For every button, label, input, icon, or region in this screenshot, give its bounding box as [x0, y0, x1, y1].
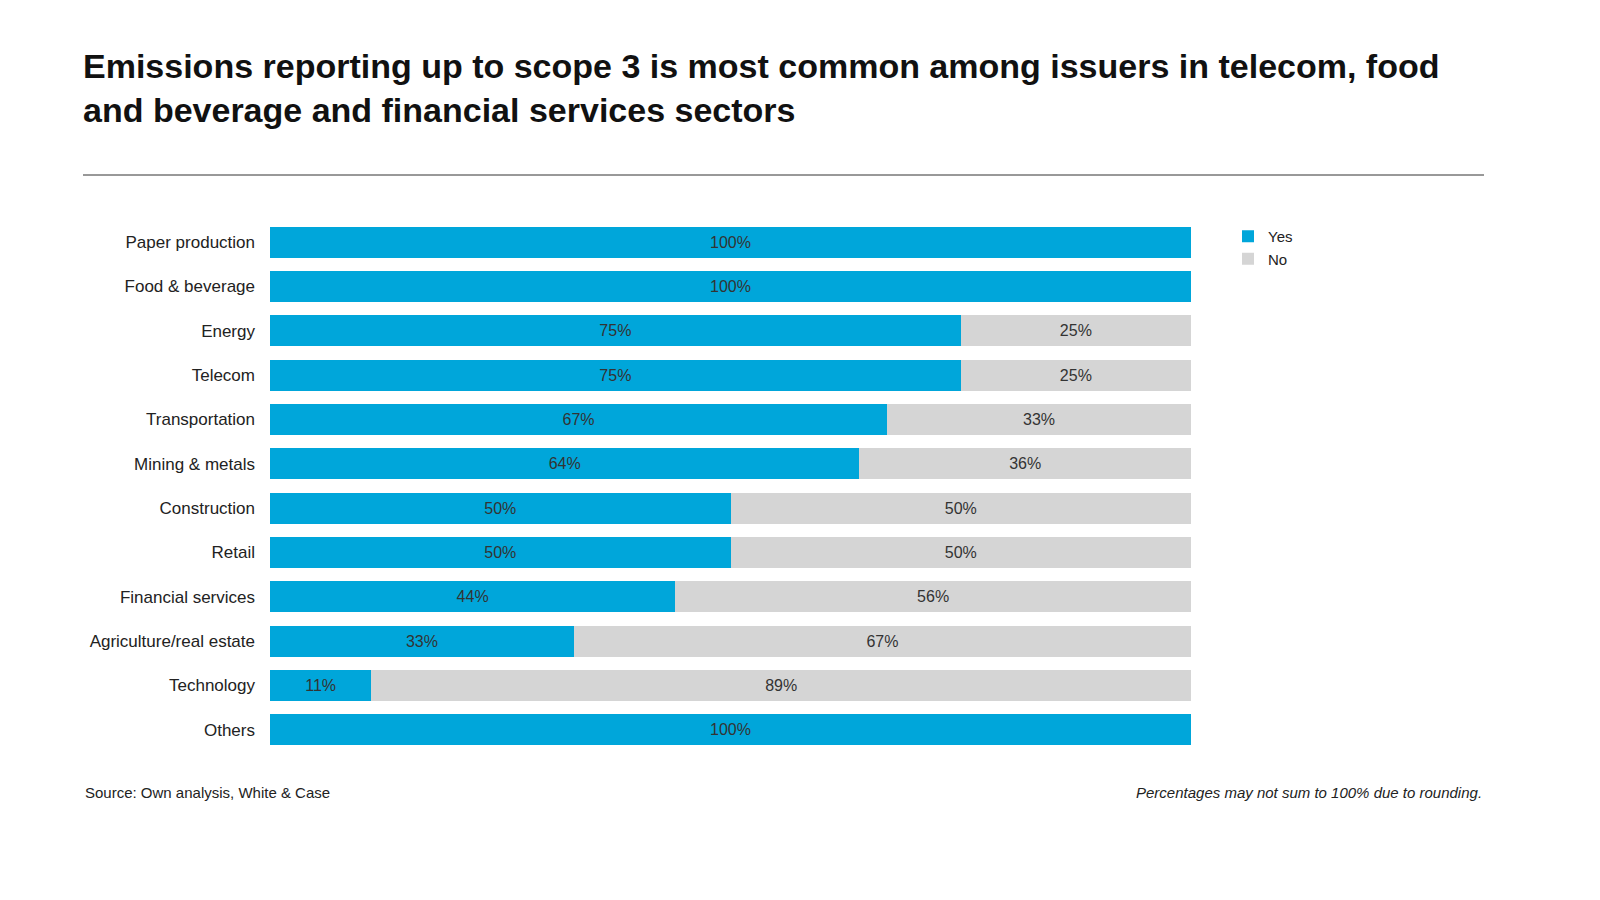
svg-text:Retail: Retail	[212, 543, 255, 562]
svg-text:Transportation: Transportation	[146, 410, 255, 429]
svg-text:Paper production: Paper production	[126, 233, 255, 252]
svg-text:Yes: Yes	[1268, 228, 1292, 245]
svg-text:Telecom: Telecom	[192, 366, 255, 385]
svg-text:Food & beverage: Food & beverage	[125, 277, 255, 296]
svg-text:89%: 89%	[765, 677, 797, 694]
svg-text:25%: 25%	[1060, 367, 1092, 384]
svg-text:64%: 64%	[549, 455, 581, 472]
svg-text:44%: 44%	[457, 588, 489, 605]
svg-text:Technology: Technology	[169, 676, 256, 695]
svg-text:Source: Own analysis, White &: Source: Own analysis, White & Case	[85, 784, 330, 801]
svg-text:Agriculture/real estate: Agriculture/real estate	[90, 632, 255, 651]
svg-text:100%: 100%	[710, 278, 751, 295]
svg-text:Energy: Energy	[201, 322, 255, 341]
svg-text:Mining & metals: Mining & metals	[134, 455, 255, 474]
svg-text:50%: 50%	[484, 544, 516, 561]
svg-text:67%: 67%	[563, 411, 595, 428]
svg-text:Construction: Construction	[160, 499, 255, 518]
svg-text:100%: 100%	[710, 234, 751, 251]
svg-text:Financial services: Financial services	[120, 588, 255, 607]
svg-text:Percentages may not sum to 100: Percentages may not sum to 100% due to r…	[1136, 784, 1482, 801]
svg-text:No: No	[1268, 251, 1287, 268]
svg-text:11%: 11%	[305, 677, 336, 694]
svg-text:56%: 56%	[917, 588, 949, 605]
svg-text:33%: 33%	[1023, 411, 1055, 428]
svg-text:67%: 67%	[866, 633, 898, 650]
svg-text:36%: 36%	[1009, 455, 1041, 472]
svg-text:50%: 50%	[484, 500, 516, 517]
svg-text:50%: 50%	[945, 544, 977, 561]
svg-text:25%: 25%	[1060, 322, 1092, 339]
svg-text:75%: 75%	[599, 322, 631, 339]
svg-text:50%: 50%	[945, 500, 977, 517]
svg-text:Others: Others	[204, 721, 255, 740]
svg-text:75%: 75%	[599, 367, 631, 384]
svg-text:100%: 100%	[710, 721, 751, 738]
svg-text:Emissions reporting up to scop: Emissions reporting up to scope 3 is mos…	[83, 47, 1439, 129]
svg-text:33%: 33%	[406, 633, 438, 650]
